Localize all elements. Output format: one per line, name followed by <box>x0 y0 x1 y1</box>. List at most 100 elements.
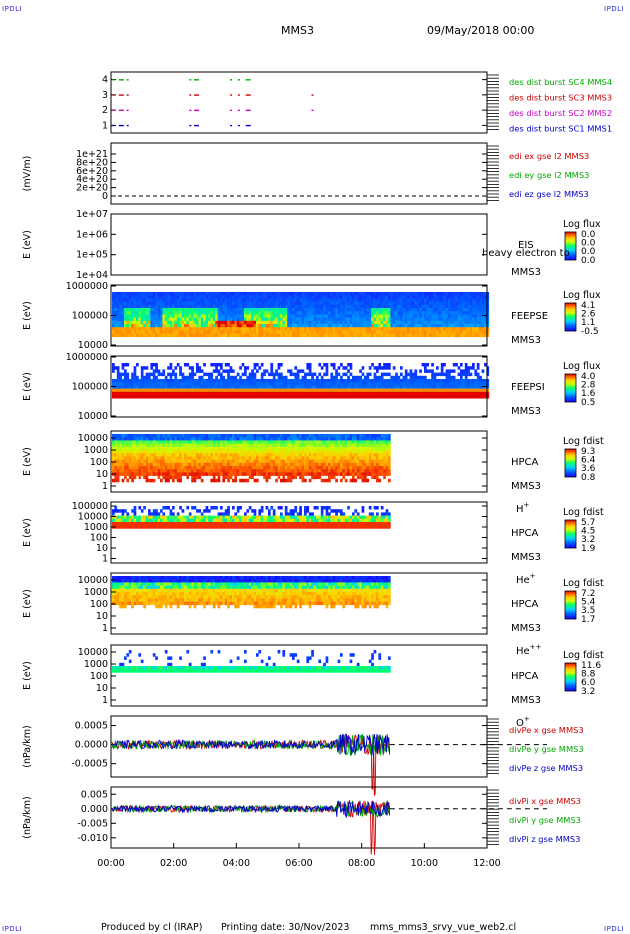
spectrogram-cell <box>328 304 331 309</box>
burst-mark <box>230 124 233 127</box>
spectrogram-cell <box>251 324 254 328</box>
spectrogram-cell <box>220 437 223 441</box>
spectrogram-cell <box>145 382 149 386</box>
spectrogram-cell <box>275 437 278 441</box>
spectrogram-cell <box>128 330 132 334</box>
spectrogram-cell <box>347 375 350 380</box>
spectrogram-cell <box>448 369 451 373</box>
spectrogram-cell <box>126 469 130 473</box>
spectrogram-cell <box>412 333 415 338</box>
spectrogram-cell <box>222 466 226 470</box>
spectrogram-cell <box>479 324 482 328</box>
spectrogram-cell <box>460 382 463 386</box>
spectrogram-cell <box>232 292 235 296</box>
spectrogram-cell <box>292 292 295 296</box>
spectrogram-cell <box>301 466 305 470</box>
spectrogram-cell <box>198 327 202 331</box>
feepsi-panel-spacecraft-label: MMS3 <box>511 406 541 417</box>
spectrogram-cell <box>335 298 338 302</box>
spectrogram-cell <box>152 372 156 377</box>
spectrogram-cell <box>469 330 473 334</box>
spectrogram-cell <box>436 317 439 322</box>
spectrogram-cell <box>325 478 329 483</box>
spectrogram-cell <box>328 446 331 451</box>
spectrogram-cell <box>150 453 154 457</box>
spectrogram-cell <box>433 333 437 338</box>
spectrogram-cell <box>366 308 370 312</box>
spectrogram-cell <box>162 301 166 306</box>
spectrogram-cell <box>256 453 259 457</box>
spectrogram-cell <box>272 459 276 464</box>
spectrogram-cell <box>409 388 413 393</box>
spectrogram-cell <box>280 298 283 302</box>
spectrogram-cell <box>366 320 370 325</box>
spectrogram-cell <box>155 382 158 386</box>
spectrogram-cell <box>421 308 425 312</box>
spectrogram-cell <box>172 450 175 454</box>
spectrogram-cell <box>222 443 226 448</box>
spectrogram-cell <box>256 308 259 312</box>
spectrogram-cell <box>220 472 223 476</box>
spectrogram-cell <box>371 391 374 396</box>
spectrogram-cell <box>328 434 331 438</box>
spectrogram-cell <box>407 395 410 399</box>
spectrogram-cell <box>260 453 264 457</box>
spectrogram-cell <box>164 469 168 473</box>
spectrogram-cell <box>311 311 314 315</box>
spectrogram-cell <box>160 330 163 334</box>
spectrogram-cell <box>395 395 398 399</box>
spectrogram-cell <box>116 304 120 309</box>
spectrogram-cell <box>265 382 269 386</box>
spectrogram-cell <box>419 304 422 309</box>
spectrogram-cell <box>311 475 314 480</box>
spectrogram-cell <box>412 292 415 296</box>
spectrogram-cell <box>174 437 178 441</box>
spectrogram-cell <box>428 311 432 315</box>
spectrogram-cell <box>150 295 154 299</box>
spectrogram-cell <box>294 311 298 315</box>
spectrogram-cell <box>275 395 278 399</box>
spectrogram-cell <box>433 324 437 328</box>
spectrogram-cell <box>193 459 197 464</box>
spectrogram-cell <box>198 391 202 396</box>
spectrogram-cell <box>368 311 372 315</box>
spectrogram-cell <box>179 320 182 325</box>
spectrogram-cell <box>474 324 478 328</box>
spectrogram-cell <box>176 301 180 306</box>
spectrogram-cell <box>474 292 478 296</box>
spectrogram-cell <box>320 320 324 325</box>
spectrogram-cell <box>455 314 458 318</box>
spectrogram-cell <box>316 388 319 393</box>
spectrogram-cell <box>121 391 125 396</box>
spectrogram-cell <box>268 462 271 467</box>
spectrogram-cell <box>402 375 406 380</box>
spectrogram-cell <box>181 466 185 470</box>
spectrogram-cell <box>116 382 120 386</box>
spectrogram-cell <box>131 295 134 299</box>
spectrogram-cell <box>176 443 180 448</box>
spectrogram-cell <box>203 440 206 444</box>
spectrogram-cell <box>299 320 302 325</box>
spectrogram-cell <box>364 298 367 302</box>
spectrogram-cell <box>433 388 437 393</box>
spectrogram-cell <box>174 466 178 470</box>
spectrogram-cell <box>160 456 163 460</box>
spectrogram-cell <box>121 327 125 331</box>
spectrogram-cell <box>301 440 305 444</box>
spectrogram-cell <box>112 366 115 370</box>
spectrogram-cell <box>191 327 194 331</box>
spectrogram-cell <box>332 456 336 460</box>
spectrogram-cell <box>179 385 182 389</box>
spectrogram-cell <box>397 304 401 309</box>
spectrogram-cell <box>169 472 173 476</box>
spectrogram-cell <box>126 314 130 318</box>
spectrogram-cell <box>234 314 238 318</box>
spectrogram-cell <box>272 304 276 309</box>
spectrogram-cell <box>152 456 156 460</box>
spectrogram-cell <box>443 308 446 312</box>
spectrogram-cell <box>157 391 161 396</box>
spectrogram-cell <box>128 472 132 476</box>
spectrogram-cell <box>284 292 288 296</box>
spectrogram-cell <box>426 363 430 367</box>
spectrogram-cell <box>383 366 386 370</box>
